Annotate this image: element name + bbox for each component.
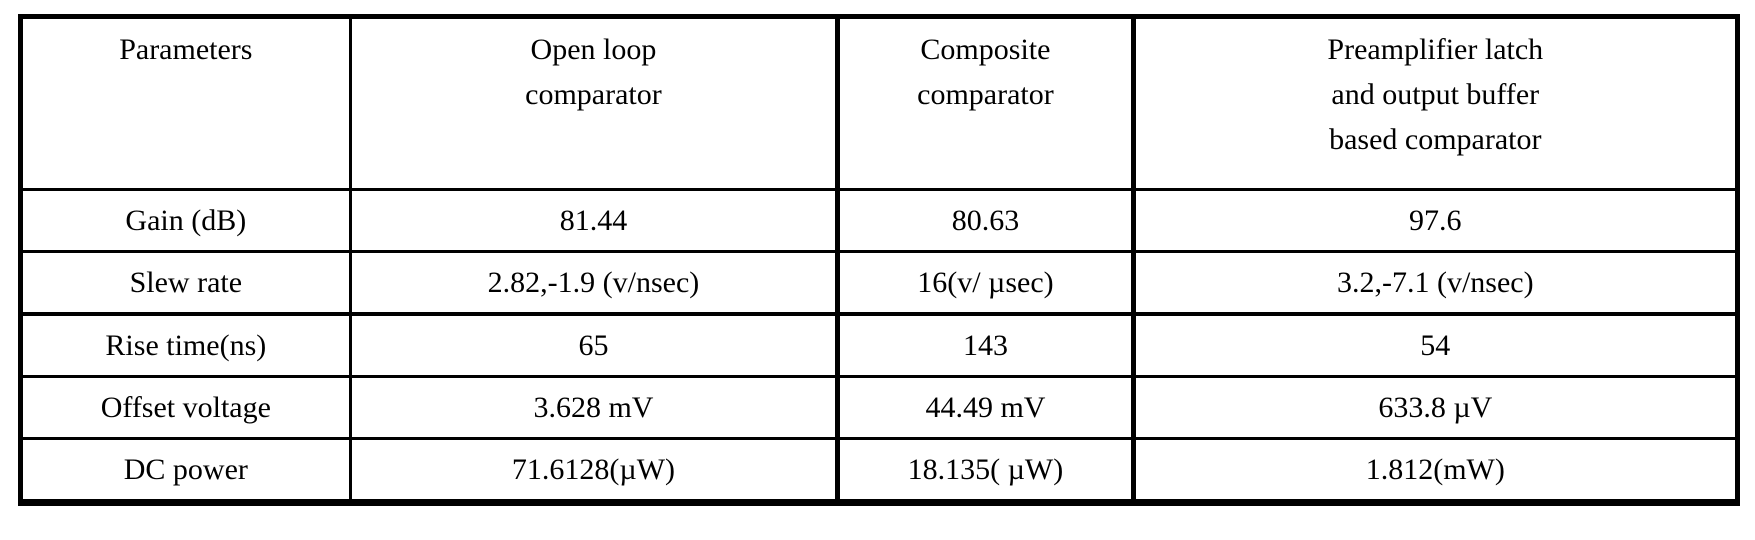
table-row-dc-power: DC power 71.6128(µW) 18.135( µW) 1.812(m… (19, 437, 1740, 504)
value-cell: 71.6128(µW) (349, 437, 841, 504)
header-cell-open-loop-comparator: Open loop comparator (349, 15, 841, 191)
value-cell: 97.6 (1131, 188, 1740, 253)
header-cell-parameters: Parameters (19, 15, 352, 191)
table-row-slew-rate: Slew rate 2.82,-1.9 (v/nsec) 16(v/ µsec)… (19, 250, 1740, 316)
parameter-name-cell: Gain (dB) (19, 188, 352, 253)
parameter-name-cell: Offset voltage (19, 375, 352, 440)
value-cell: 3.2,-7.1 (v/nsec) (1131, 250, 1740, 316)
value-cell: 16(v/ µsec) (836, 250, 1136, 316)
header-cell-preamplifier-latch-comparator: Preamplifier latch and output buffer bas… (1131, 15, 1740, 191)
value-cell: 2.82,-1.9 (v/nsec) (349, 250, 841, 316)
value-cell: 18.135( µW) (836, 437, 1136, 504)
parameter-name-cell: Rise time(ns) (19, 312, 352, 378)
value-cell: 143 (836, 312, 1136, 378)
table-row-offset-voltage: Offset voltage 3.628 mV 44.49 mV 633.8 µ… (19, 375, 1740, 440)
value-cell: 54 (1131, 312, 1740, 378)
table-row-gain: Gain (dB) 81.44 80.63 97.6 (19, 188, 1740, 253)
value-cell: 3.628 mV (349, 375, 841, 440)
parameter-name-cell: DC power (19, 437, 352, 504)
value-cell: 65 (349, 312, 841, 378)
value-cell: 44.49 mV (836, 375, 1136, 440)
header-cell-composite-comparator: Composite comparator (836, 15, 1136, 191)
value-cell: 80.63 (836, 188, 1136, 253)
value-cell: 1.812(mW) (1131, 437, 1740, 504)
comparator-comparison-table: Parameters Open loop comparator Composit… (18, 14, 1740, 506)
parameter-name-cell: Slew rate (19, 250, 352, 316)
value-cell: 633.8 µV (1131, 375, 1740, 440)
value-cell: 81.44 (349, 188, 841, 253)
table-header-row: Parameters Open loop comparator Composit… (19, 15, 1740, 191)
table-row-rise-time: Rise time(ns) 65 143 54 (19, 312, 1740, 378)
